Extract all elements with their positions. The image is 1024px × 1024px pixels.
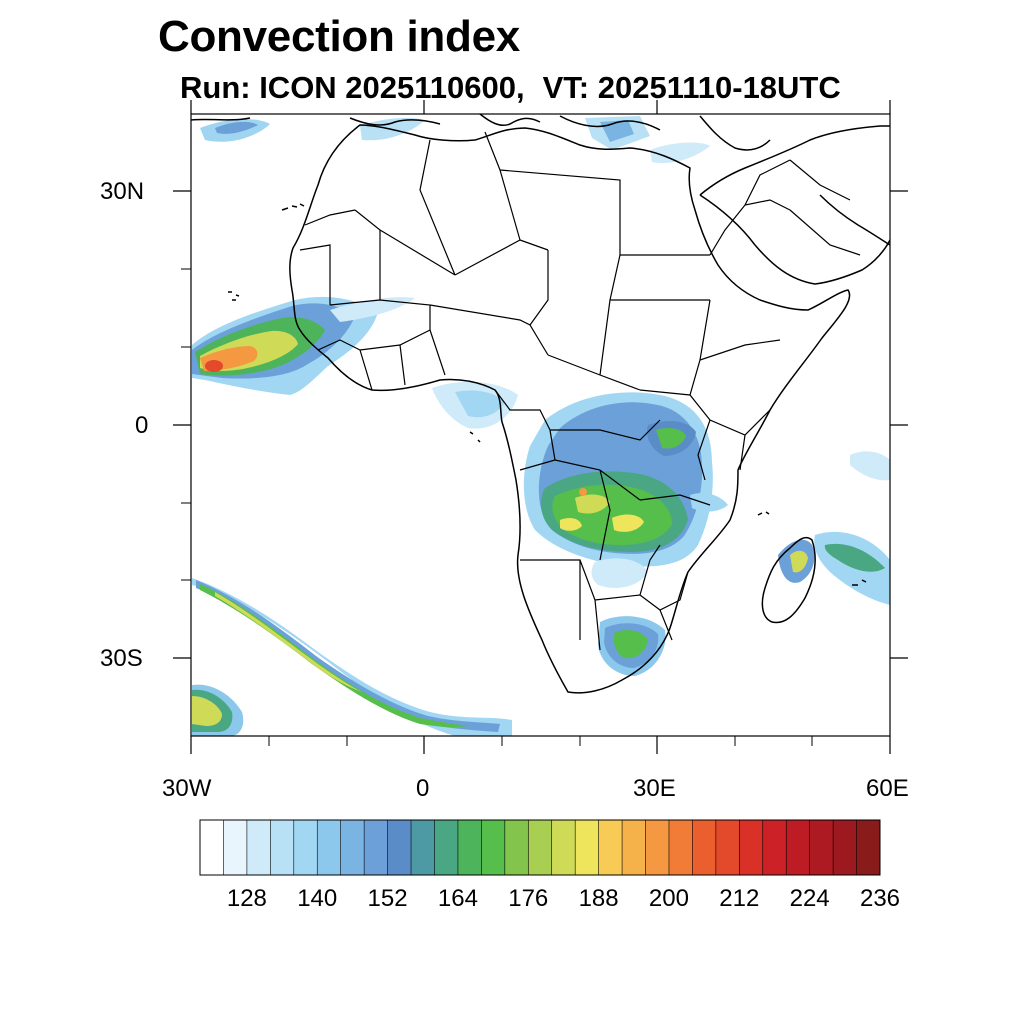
colorbar-swatch [340,820,365,875]
field-central-africa-orange [579,488,587,496]
colorbar-swatch [293,820,318,875]
colorbar-swatch [551,820,576,875]
colorbar-label: 164 [437,885,478,912]
chart-title: Convection index [158,12,520,61]
gulf-islands [469,431,481,443]
border-south [520,544,689,651]
colorbar-label: 212 [719,885,760,912]
field-south-atlantic-band-blue [196,580,500,732]
field-madagascar-core [790,550,808,573]
colorbar-swatch [598,820,623,875]
field-southern-africa-north [591,558,648,588]
field-north-atlantic-core [215,121,258,134]
colorbar-label: 224 [789,885,830,912]
colorbar-swatch [739,820,764,875]
colorbar-swatch [833,820,857,875]
colorbar-swatch [223,820,248,875]
comoros-islands [757,511,770,516]
colorbar-label: 200 [648,885,689,912]
field-southwest-corner-yellow [192,696,222,726]
mascarene-islands [852,579,867,586]
field-west-africa-plume-red [205,360,223,372]
border-sahel [329,254,710,391]
colorbar [199,819,881,876]
field-indian-ocean-fringe [850,451,890,481]
coastlines-and-borders [191,114,890,694]
run-label: Run: ICON 2025110600, [180,70,525,105]
colorbar-swatch [856,820,881,875]
field-west-africa-plume-tail [330,297,415,322]
arabia-coastline [699,125,890,285]
border-middle-east [709,159,861,256]
lon-label-30w: 30W [162,775,212,802]
colorbar-swatch [434,820,459,875]
field-central-africa-yellow-1 [575,494,610,514]
cape-verde-islands [228,291,240,301]
colorbar-swatch [715,820,740,875]
colorbar-label: 128 [226,885,267,912]
field-south-atlantic-band-green [200,584,468,728]
colorbar-swatch [528,820,553,875]
colorbar-swatch [246,820,271,875]
colorbar-swatch [504,820,529,875]
colorbar-swatch [364,820,388,875]
europe-coastline [191,114,771,151]
field-southern-africa-green [613,630,648,659]
field-east-med [650,142,710,164]
field-central-africa-yellow-2 [612,514,644,532]
lat-label-0: 0 [135,412,149,439]
colorbar-swatch [622,820,646,875]
colorbar-label: 236 [859,885,901,912]
field-gulf-guinea-core [455,390,505,418]
colorbar-label: 140 [297,885,338,912]
border-maghreb [354,131,710,326]
border-central [494,389,711,561]
border-west-coast [299,209,446,391]
minor-ticks [181,268,813,746]
colorbar-swatch [762,820,787,875]
chart-subtitle: Run: ICON 2025110600, VT: 20251110-18UTC [180,70,841,106]
madagascar-coastline [761,536,816,624]
valid-time-label: VT: 20251110-18UTC [542,70,841,105]
lon-label-60e: 60E [866,775,909,802]
lat-label-30s: 30S [100,645,143,672]
colorbar-frame [199,819,881,876]
convection-field [192,116,890,736]
colorbar-swatch [481,820,506,875]
canary-islands [281,203,305,211]
colorbar-swatch [411,820,435,875]
lon-label-0: 0 [416,775,430,802]
axis-ticks [173,100,908,754]
colorbar-label: 176 [508,885,549,912]
colorbar-swatch [645,820,670,875]
colorbar-swatch [200,820,224,875]
field-mozambique-channel [690,493,728,512]
colorbar-swatch [387,820,412,875]
lat-label-30n: 30N [100,178,145,205]
colorbar-label: 188 [578,885,619,912]
field-indian-ocean-core [824,543,885,572]
colorbar-swatch [668,820,693,875]
field-central-africa-yellow-3 [560,518,582,531]
colorbar-swatch [317,820,341,875]
colorbar-swatch [692,820,717,875]
field-lake-victoria-green [656,428,686,449]
lon-label-30e: 30E [633,775,676,802]
field-south-atlantic-band-yellow [215,592,362,692]
border-east [639,299,781,481]
colorbar-swatch [575,820,599,875]
country-borders [299,131,861,651]
colorbar-swatch [809,820,834,875]
colorbar-swatch [270,820,295,875]
colorbar-swatch [457,820,482,875]
colorbar-swatch [786,820,810,875]
colorbar-label: 152 [367,885,408,912]
